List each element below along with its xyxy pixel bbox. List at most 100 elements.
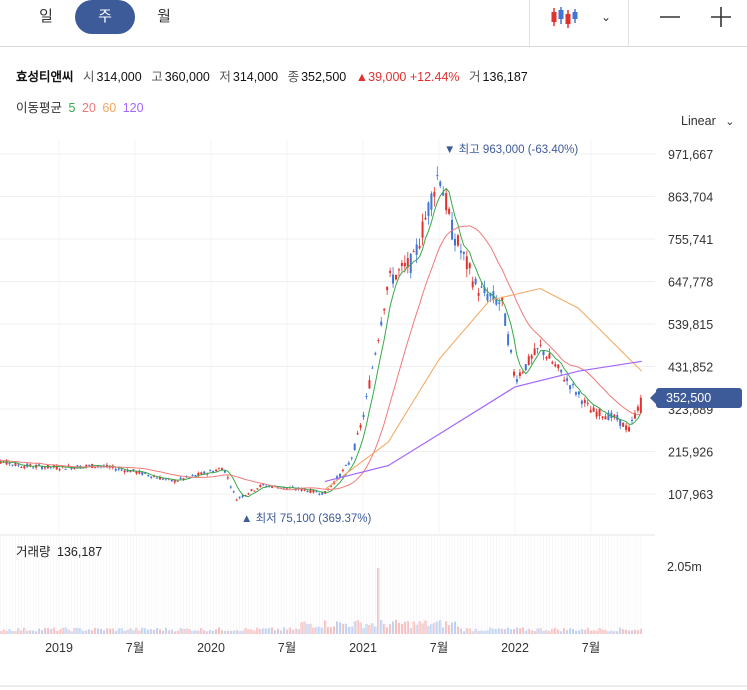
- candle-body: [147, 475, 150, 477]
- candle-body: [374, 353, 377, 355]
- candle-body: [454, 238, 456, 246]
- candle-body: [386, 286, 389, 291]
- ma-label: 이동평균: [16, 101, 63, 115]
- tab-week[interactable]: 주: [75, 0, 135, 34]
- candle-body: [389, 270, 392, 273]
- candle-body: [20, 467, 23, 469]
- candle-body: [486, 293, 489, 301]
- candle-body: [359, 424, 362, 428]
- low-value: 314,000: [232, 70, 279, 84]
- ma20-line: [0, 225, 641, 491]
- candle-body: [43, 467, 46, 469]
- ma-5[interactable]: 5: [68, 101, 76, 115]
- candle-body: [229, 486, 232, 488]
- chevron-down-icon[interactable]: ⌄: [600, 10, 612, 24]
- y-tick-label: 863,704: [668, 191, 713, 205]
- candle-body: [607, 412, 610, 420]
- high-value: 360,000: [164, 70, 210, 84]
- candle-body: [462, 251, 465, 254]
- low-label: 저: [219, 70, 231, 84]
- minus-icon[interactable]: [655, 4, 685, 30]
- candle-body: [395, 274, 397, 280]
- candle-body: [353, 443, 356, 450]
- candle-body: [300, 488, 303, 491]
- high-label: 고: [151, 70, 163, 84]
- x-tick-label: 7월: [582, 641, 600, 655]
- low-annotation: ▲ 최저 75,100 (369.37%): [241, 512, 372, 525]
- candle-body: [418, 245, 421, 249]
- candle-body: [0, 461, 2, 464]
- candle-body: [212, 471, 215, 473]
- candle-body: [23, 466, 26, 469]
- candle-body: [572, 384, 574, 386]
- candle-body: [400, 262, 403, 266]
- candle-body: [515, 379, 518, 382]
- candle-body: [14, 462, 17, 466]
- candle-body: [433, 191, 436, 197]
- ma5-line: [0, 187, 642, 498]
- tab-day[interactable]: 일: [39, 8, 53, 25]
- candle-body: [8, 463, 11, 465]
- candlestick-icon[interactable]: [545, 4, 581, 30]
- high-annotation: ▼ 최고 963,000 (-63.40%): [444, 143, 578, 156]
- candle-body: [350, 457, 353, 459]
- candle-body: [589, 410, 592, 413]
- candle-body: [548, 353, 551, 359]
- candle-body: [159, 477, 161, 480]
- candle-body: [223, 470, 226, 473]
- candle-body: [218, 468, 220, 470]
- candle-body: [365, 396, 368, 398]
- candle-body: [527, 356, 530, 365]
- candle-body: [604, 416, 607, 420]
- candle-body: [362, 414, 365, 418]
- y-tick-label: 971,667: [668, 148, 713, 162]
- candle-body: [285, 487, 288, 489]
- candle-body: [203, 471, 206, 475]
- candle-body: [247, 493, 250, 495]
- toolbar-divider: [628, 0, 629, 46]
- candle-body: [153, 476, 156, 478]
- candle-body: [583, 399, 586, 404]
- candle-body: [598, 409, 601, 416]
- candle-body: [182, 478, 185, 480]
- candle-body: [161, 478, 164, 480]
- y-axis-labels: 107,963215,926323,889431,852539,815647,7…: [668, 148, 713, 502]
- candle-body: [321, 492, 324, 495]
- candle-body: [592, 407, 595, 412]
- candle-body: [545, 357, 548, 359]
- candle-body: [215, 469, 218, 472]
- y-tick-label: 107,963: [668, 488, 713, 502]
- ma60-line: [324, 287, 643, 490]
- candle-body: [633, 412, 636, 419]
- candle-body: [569, 385, 572, 390]
- candle-body: [209, 470, 212, 472]
- candle-body: [501, 296, 504, 301]
- ma120-line: [324, 360, 642, 482]
- candle-body: [341, 469, 344, 471]
- candle-body: [244, 495, 247, 497]
- candle-body: [498, 302, 501, 304]
- candle-body: [38, 464, 41, 466]
- candle-body: [191, 474, 194, 476]
- candle-body: [551, 361, 554, 364]
- tab-month[interactable]: 월: [157, 8, 171, 25]
- candle-body: [580, 400, 583, 404]
- candle-body: [483, 286, 486, 294]
- ma-120[interactable]: 120: [122, 101, 144, 115]
- candle-body: [150, 476, 153, 478]
- candle-body: [241, 495, 244, 498]
- quote-summary: 효성티앤씨 시 314,000 고 360,000 저 314,000 종 352,50…: [16, 66, 534, 85]
- scale-dropdown[interactable]: Linear ⌄: [681, 114, 734, 128]
- candle-body: [412, 251, 415, 253]
- candle-body: [55, 466, 58, 470]
- volume-title-label: 거래량: [16, 545, 51, 559]
- candle-body: [235, 499, 238, 501]
- ma-60[interactable]: 60: [102, 101, 117, 115]
- stock-name: 효성티앤씨: [16, 70, 74, 84]
- candle-body: [85, 464, 88, 467]
- ma-20[interactable]: 20: [81, 101, 96, 115]
- candle-body: [377, 340, 380, 342]
- plus-icon[interactable]: [706, 4, 736, 30]
- candle-body: [164, 478, 167, 480]
